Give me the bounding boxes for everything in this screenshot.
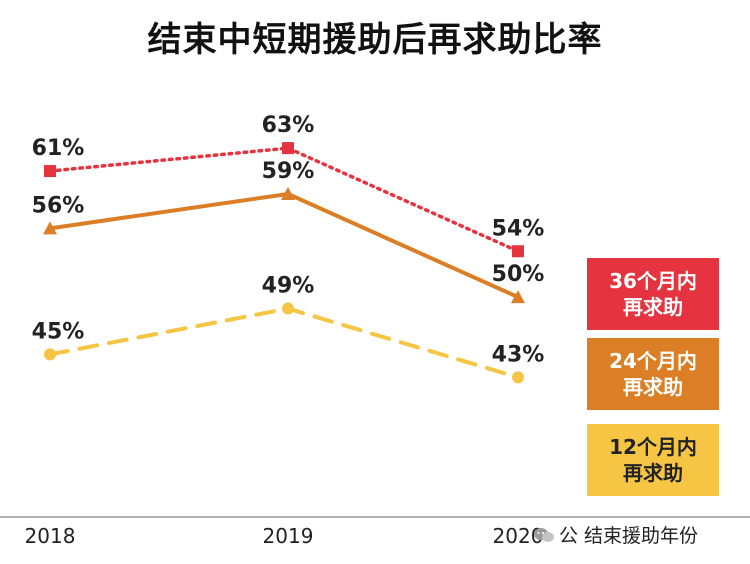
data-label: 56% [32, 193, 85, 218]
series-line-2 [48, 306, 520, 380]
data-label: 49% [262, 274, 315, 299]
data-label: 54% [492, 216, 545, 241]
legend-36-month-line2: 再求助 [623, 295, 683, 319]
legend-12-month: 12个月内 再求助 [587, 424, 719, 496]
x-tick-label: 2018 [25, 524, 76, 548]
chart-title: 结束中短期援助后再求助比率 [147, 20, 603, 60]
legend-36-month: 36个月内 再求助 [587, 258, 719, 330]
data-point [43, 221, 57, 235]
legend-36-month-line1: 36个月内 [609, 269, 697, 293]
data-point [281, 186, 295, 200]
data-label: 45% [32, 319, 85, 344]
wechat-icon [534, 527, 554, 542]
legend-24-month-line2: 再求助 [623, 375, 683, 399]
data-point [512, 245, 524, 258]
data-point [512, 371, 524, 384]
legend-12-month-line2: 再求助 [623, 461, 683, 485]
watermark-text: 公 结束援助年份 [559, 525, 699, 547]
data-point [282, 142, 294, 155]
data-point [44, 165, 56, 178]
data-label: 61% [32, 136, 85, 161]
data-label: 63% [262, 113, 315, 138]
data-label: 59% [262, 159, 315, 184]
data-label: 43% [492, 342, 545, 367]
data-point [44, 348, 56, 361]
legend-24-month-line1: 24个月内 [609, 349, 697, 373]
legend-24-month: 24个月内 再求助 [587, 338, 719, 410]
data-point [282, 302, 294, 315]
data-point [511, 290, 525, 304]
legend-12-month-line1: 12个月内 [609, 435, 697, 459]
data-label: 50% [492, 262, 545, 287]
watermark: 公 结束援助年份 [533, 521, 698, 548]
x-tick-label: 2019 [263, 524, 314, 548]
